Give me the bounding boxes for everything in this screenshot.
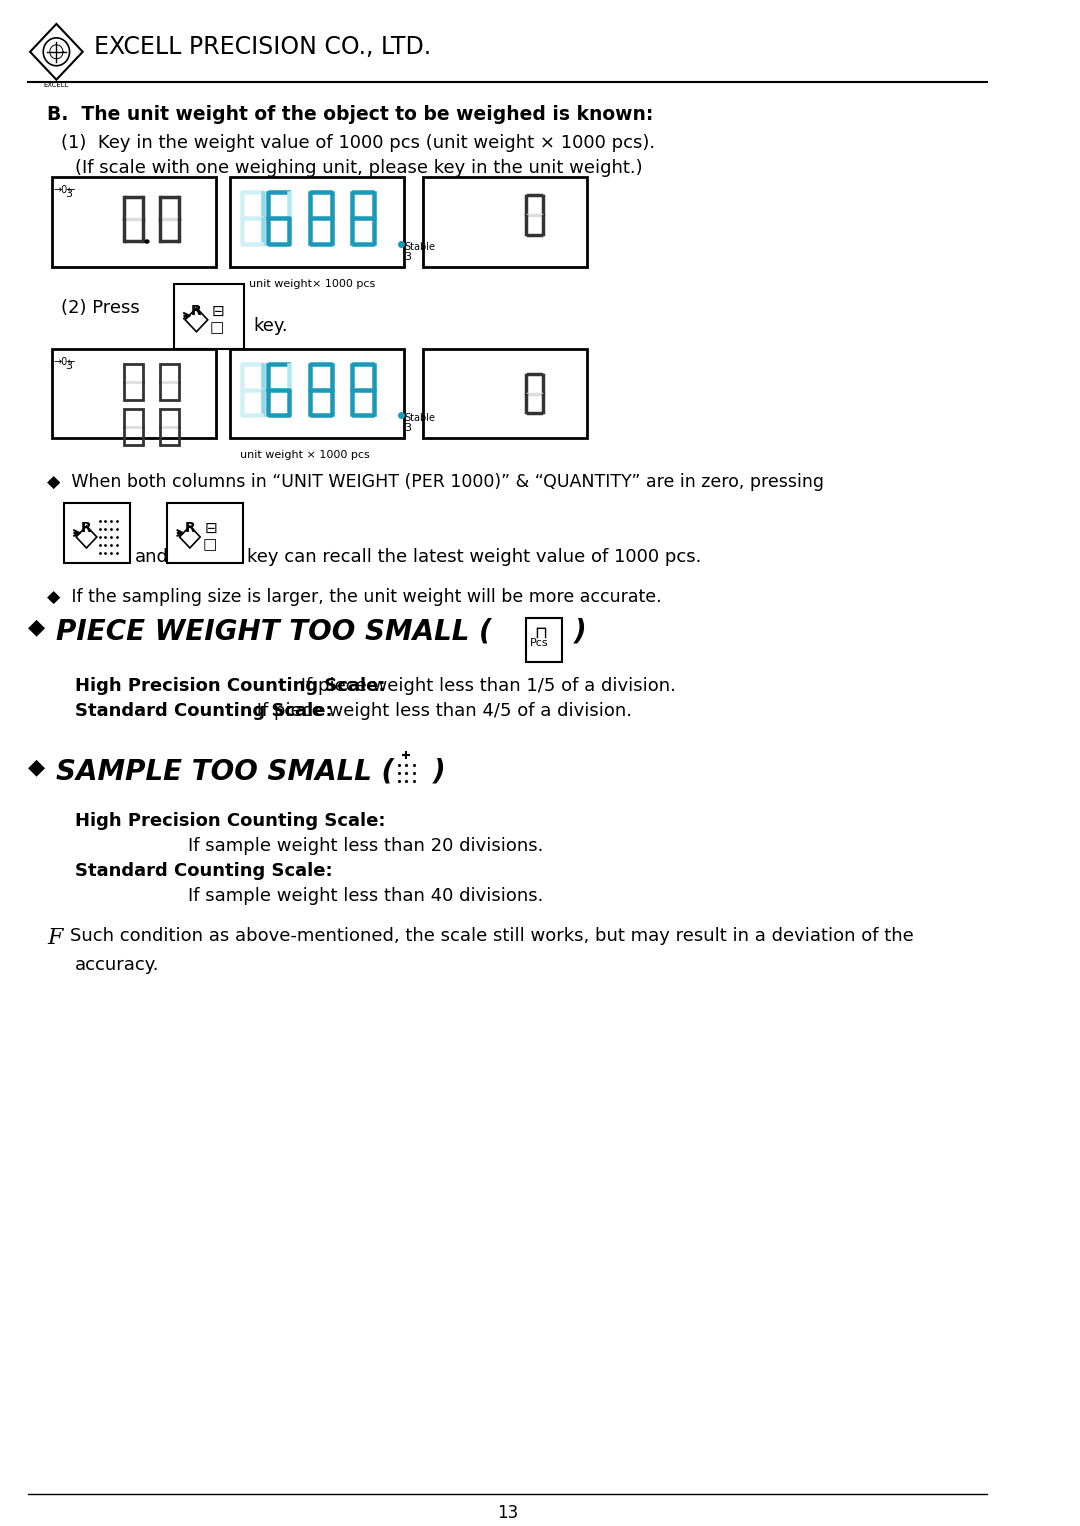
Text: High Precision Counting Scale:: High Precision Counting Scale: <box>76 812 386 830</box>
Text: EXCELL PRECISION CO., LTD.: EXCELL PRECISION CO., LTD. <box>94 35 431 60</box>
Text: key can recall the latest weight value of 1000 pcs.: key can recall the latest weight value o… <box>247 548 702 566</box>
Text: unit weight × 1000 pcs: unit weight × 1000 pcs <box>240 450 369 461</box>
Bar <box>167 504 243 563</box>
Text: ◆  If the sampling size is larger, the unit weight will be more accurate.: ◆ If the sampling size is larger, the un… <box>48 588 662 606</box>
Text: Stable: Stable <box>404 414 435 423</box>
Text: 3: 3 <box>404 423 411 433</box>
Text: F: F <box>48 926 63 949</box>
Text: Pcs: Pcs <box>530 638 549 647</box>
Text: EXCELL: EXCELL <box>43 82 69 87</box>
Bar <box>423 177 588 267</box>
Text: R: R <box>185 520 195 536</box>
Bar <box>423 349 588 438</box>
Bar <box>52 349 216 438</box>
Text: R: R <box>81 520 92 536</box>
Bar <box>52 177 216 267</box>
Text: →0←: →0← <box>54 185 76 195</box>
Text: If sample weight less than 20 divisions.: If sample weight less than 20 divisions. <box>188 836 543 855</box>
Bar <box>526 618 562 662</box>
Text: If piece weight less than 1/5 of a division.: If piece weight less than 1/5 of a divis… <box>295 678 676 696</box>
Text: □: □ <box>203 537 217 552</box>
Text: →0←: →0← <box>54 357 76 366</box>
Text: ◆: ◆ <box>28 757 45 777</box>
Text: ): ) <box>573 618 586 645</box>
Text: PIECE WEIGHT TOO SMALL (: PIECE WEIGHT TOO SMALL ( <box>56 618 492 645</box>
Text: Standard Counting Scale:: Standard Counting Scale: <box>76 862 333 881</box>
Text: 13: 13 <box>497 1505 518 1523</box>
Text: ⊓: ⊓ <box>534 624 546 641</box>
Text: unit weight× 1000 pcs: unit weight× 1000 pcs <box>249 279 376 288</box>
Text: (1)  Key in the weight value of 1000 pcs (unit weight × 1000 pcs).: (1) Key in the weight value of 1000 pcs … <box>62 134 656 153</box>
Text: High Precision Counting Scale:: High Precision Counting Scale: <box>76 678 386 696</box>
Text: (If scale with one weighing unit, please key in the unit weight.): (If scale with one weighing unit, please… <box>76 159 643 177</box>
Text: ◆  When both columns in “UNIT WEIGHT (PER 1000)” & “QUANTITY” are in zero, press: ◆ When both columns in “UNIT WEIGHT (PER… <box>48 473 824 491</box>
Bar <box>230 349 404 438</box>
Text: ⊟: ⊟ <box>212 304 225 319</box>
Bar <box>230 177 404 267</box>
Text: 3: 3 <box>65 360 72 371</box>
Text: ◆: ◆ <box>28 618 45 638</box>
Text: SAMPLE TOO SMALL (: SAMPLE TOO SMALL ( <box>56 757 394 786</box>
Bar <box>64 504 130 563</box>
Bar <box>174 284 244 349</box>
Text: B.  The unit weight of the object to be weighed is known:: B. The unit weight of the object to be w… <box>48 105 653 124</box>
Text: (2) Press: (2) Press <box>62 299 139 317</box>
Text: key.: key. <box>254 317 288 334</box>
Text: Standard Counting Scale:: Standard Counting Scale: <box>76 702 333 720</box>
Text: accuracy.: accuracy. <box>76 957 160 975</box>
Text: □: □ <box>210 320 224 334</box>
Text: If piece weight less than 4/5 of a division.: If piece weight less than 4/5 of a divis… <box>252 702 632 720</box>
Text: Stable: Stable <box>404 243 435 252</box>
Text: ⊟: ⊟ <box>205 520 218 536</box>
Text: 3: 3 <box>65 189 72 200</box>
Text: Such condition as above-mentioned, the scale still works, but may result in a de: Such condition as above-mentioned, the s… <box>70 926 915 945</box>
Text: 3: 3 <box>404 252 411 262</box>
Text: If sample weight less than 40 divisions.: If sample weight less than 40 divisions. <box>188 887 543 905</box>
Text: and: and <box>134 548 168 566</box>
Text: R: R <box>191 304 202 317</box>
Text: ): ) <box>432 757 445 786</box>
